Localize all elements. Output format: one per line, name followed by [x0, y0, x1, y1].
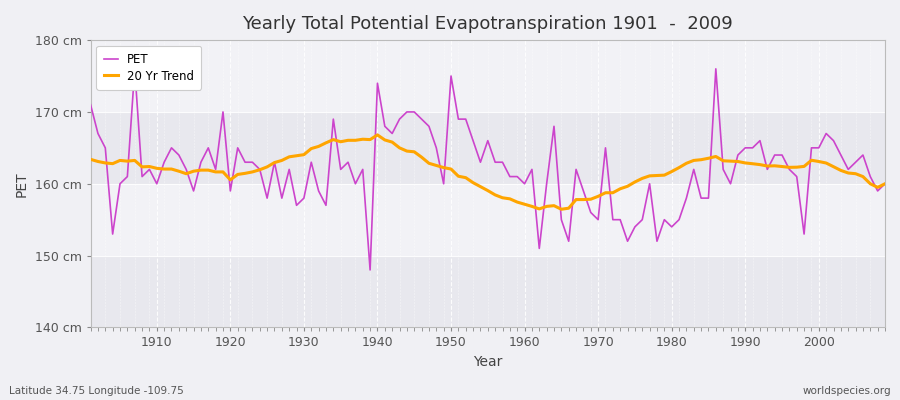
Legend: PET, 20 Yr Trend: PET, 20 Yr Trend — [96, 46, 202, 90]
PET — [364, 268, 375, 272]
Text: Latitude 34.75 Longitude -109.75: Latitude 34.75 Longitude -109.75 — [9, 386, 184, 396]
Y-axis label: PET: PET — [15, 171, 29, 196]
20 Yr Trend — [519, 202, 530, 207]
20 Yr Trend — [372, 132, 382, 137]
20 Yr Trend — [622, 184, 633, 189]
Bar — [91, 112, 885, 184]
PET — [313, 188, 324, 193]
PET — [151, 181, 162, 186]
Title: Yearly Total Potential Evapotranspiration 1901  -  2009: Yearly Total Potential Evapotranspiratio… — [242, 15, 734, 33]
Bar — [91, 256, 885, 328]
20 Yr Trend — [526, 204, 537, 209]
PET — [130, 66, 140, 71]
PET — [879, 181, 890, 186]
20 Yr Trend — [306, 146, 317, 151]
Bar — [91, 40, 885, 112]
20 Yr Trend — [144, 164, 155, 169]
PET — [534, 246, 544, 251]
Text: worldspecies.org: worldspecies.org — [803, 386, 891, 396]
PET — [357, 167, 368, 172]
PET — [622, 239, 633, 244]
20 Yr Trend — [556, 207, 567, 212]
Line: 20 Yr Trend: 20 Yr Trend — [91, 135, 885, 209]
PET — [86, 102, 96, 107]
X-axis label: Year: Year — [473, 355, 502, 369]
Bar — [91, 184, 885, 256]
20 Yr Trend — [350, 138, 361, 143]
20 Yr Trend — [86, 157, 96, 162]
20 Yr Trend — [879, 181, 890, 186]
PET — [526, 167, 537, 172]
Line: PET: PET — [91, 69, 885, 270]
